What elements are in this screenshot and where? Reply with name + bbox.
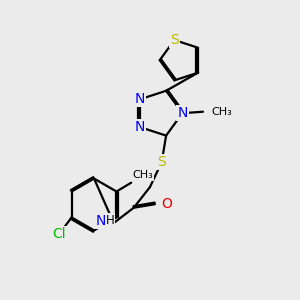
Text: O: O <box>161 197 172 211</box>
Text: CH₃: CH₃ <box>133 170 153 180</box>
Text: S: S <box>157 155 166 169</box>
Text: Cl: Cl <box>52 226 66 241</box>
Text: N: N <box>135 120 145 134</box>
Text: CH₃: CH₃ <box>211 107 232 117</box>
Text: H: H <box>106 214 115 227</box>
Text: S: S <box>170 33 179 47</box>
Text: N: N <box>95 214 106 228</box>
Text: N: N <box>135 92 145 106</box>
Text: N: N <box>177 106 188 120</box>
